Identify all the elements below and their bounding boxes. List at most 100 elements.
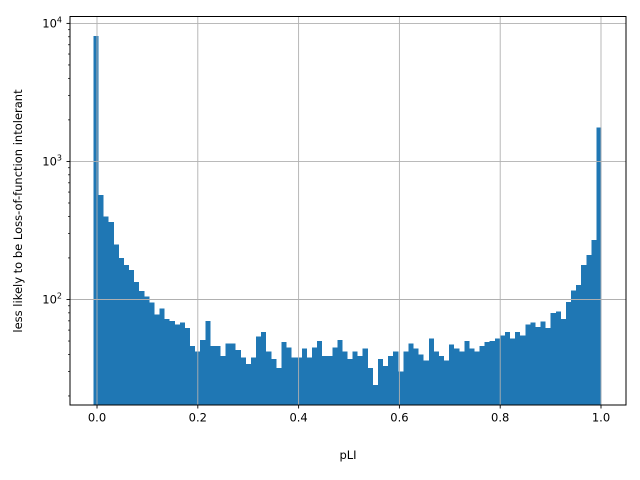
histogram-bar bbox=[240, 357, 246, 405]
histogram-bar bbox=[408, 343, 414, 405]
histogram-bar bbox=[372, 385, 378, 405]
histogram-bar bbox=[261, 332, 267, 405]
histogram-bar bbox=[515, 332, 521, 405]
histogram-bar bbox=[398, 371, 404, 405]
y-tick-label: 104 bbox=[42, 15, 62, 30]
histogram-bar bbox=[571, 290, 577, 405]
plot-spines bbox=[69, 16, 627, 406]
histogram-bar bbox=[591, 239, 597, 405]
histogram-bars bbox=[93, 36, 602, 406]
histogram-bar bbox=[540, 321, 546, 405]
histogram-bar bbox=[474, 351, 480, 405]
histogram-bar bbox=[200, 339, 206, 405]
histogram-bar bbox=[93, 36, 99, 405]
histogram-bar bbox=[164, 319, 170, 405]
histogram-bar bbox=[184, 328, 191, 405]
histogram-bar bbox=[565, 301, 572, 405]
x-tick-label: 1.0 bbox=[592, 411, 610, 425]
histogram-bar bbox=[245, 364, 251, 405]
x-tick-label: 0.2 bbox=[189, 411, 207, 425]
y-tick-label: 103 bbox=[42, 153, 62, 168]
tick-labels: 0.0 0.2 0.4 0.6 0.8 1.0 102 103 104 bbox=[42, 15, 610, 424]
histogram-bar bbox=[296, 357, 302, 405]
histogram-bar bbox=[266, 351, 272, 405]
histogram-bar bbox=[271, 359, 277, 405]
histogram-bar bbox=[281, 342, 287, 405]
histogram-bar bbox=[459, 351, 465, 405]
histogram-bar bbox=[388, 355, 394, 405]
histogram-bar bbox=[337, 339, 343, 405]
histogram-bar bbox=[444, 360, 450, 405]
histogram-bar bbox=[433, 351, 439, 405]
histogram-bar bbox=[286, 347, 292, 405]
x-tick-label: 0.4 bbox=[289, 411, 307, 425]
histogram-bar bbox=[347, 359, 353, 405]
histogram-bar bbox=[118, 257, 124, 405]
histogram-bar bbox=[438, 355, 445, 405]
histogram-bar bbox=[327, 355, 333, 405]
histogram-bar bbox=[291, 357, 297, 405]
histogram-bar bbox=[499, 335, 505, 405]
histogram-bar bbox=[530, 322, 536, 405]
histogram-bar bbox=[154, 314, 160, 405]
histogram-bar bbox=[449, 344, 455, 405]
histogram-bar bbox=[205, 320, 211, 405]
x-tick-label: 0.8 bbox=[491, 411, 509, 425]
histogram-bar bbox=[510, 338, 516, 405]
histogram-bar bbox=[489, 341, 495, 405]
histogram-bar bbox=[367, 367, 373, 405]
histogram-bar bbox=[149, 302, 155, 405]
histogram-bar bbox=[393, 351, 399, 405]
y-tick-label: 102 bbox=[42, 291, 62, 306]
histogram-bar bbox=[383, 365, 389, 405]
histogram-bar bbox=[276, 367, 282, 405]
histogram-bar bbox=[103, 216, 109, 405]
histogram-bar bbox=[317, 341, 323, 405]
histogram-bar bbox=[362, 348, 368, 405]
histogram-bar bbox=[332, 347, 338, 405]
histogram-bar bbox=[250, 357, 257, 405]
histogram-bar bbox=[235, 350, 241, 405]
histogram-bar bbox=[322, 355, 328, 405]
histogram-bar bbox=[413, 348, 419, 405]
histogram-bar bbox=[190, 346, 196, 405]
histogram-bar bbox=[108, 221, 114, 405]
histogram-bar bbox=[342, 351, 348, 405]
x-tick-label: 0.0 bbox=[88, 411, 106, 425]
histogram-bar bbox=[550, 312, 556, 405]
x-tick-label: 0.6 bbox=[390, 411, 408, 425]
histogram-bar bbox=[306, 357, 312, 405]
histogram-bar bbox=[215, 346, 221, 405]
histogram-bar bbox=[423, 360, 429, 405]
histogram-bar bbox=[352, 351, 358, 405]
histogram-bar bbox=[418, 354, 424, 405]
histogram-bar bbox=[545, 328, 551, 405]
histogram-bar bbox=[464, 341, 470, 405]
histogram-bar bbox=[220, 355, 226, 405]
x-axis-label: pLI bbox=[339, 448, 357, 462]
histogram-bar bbox=[494, 338, 500, 405]
histogram-bar bbox=[311, 347, 318, 405]
histogram-bar bbox=[555, 311, 561, 405]
histogram-bar bbox=[113, 244, 119, 405]
histogram-bar bbox=[256, 336, 262, 405]
grid-lines bbox=[70, 16, 626, 405]
histogram-bar bbox=[210, 346, 216, 405]
histogram-bar bbox=[144, 296, 150, 405]
histogram-bar bbox=[525, 324, 531, 405]
histogram-bar bbox=[403, 351, 409, 405]
histogram-bar bbox=[123, 264, 130, 405]
histogram-bar bbox=[174, 324, 180, 405]
histogram-bar bbox=[129, 270, 135, 405]
histogram-bar bbox=[179, 322, 185, 405]
histogram-bar bbox=[301, 348, 307, 405]
histogram-bar bbox=[576, 285, 582, 405]
histogram-bar bbox=[535, 327, 541, 405]
histogram-bar bbox=[169, 320, 175, 405]
axis-ticks bbox=[66, 22, 602, 409]
histogram-bar bbox=[581, 264, 587, 405]
histogram-bar bbox=[159, 308, 165, 405]
histogram-bar bbox=[504, 332, 511, 405]
